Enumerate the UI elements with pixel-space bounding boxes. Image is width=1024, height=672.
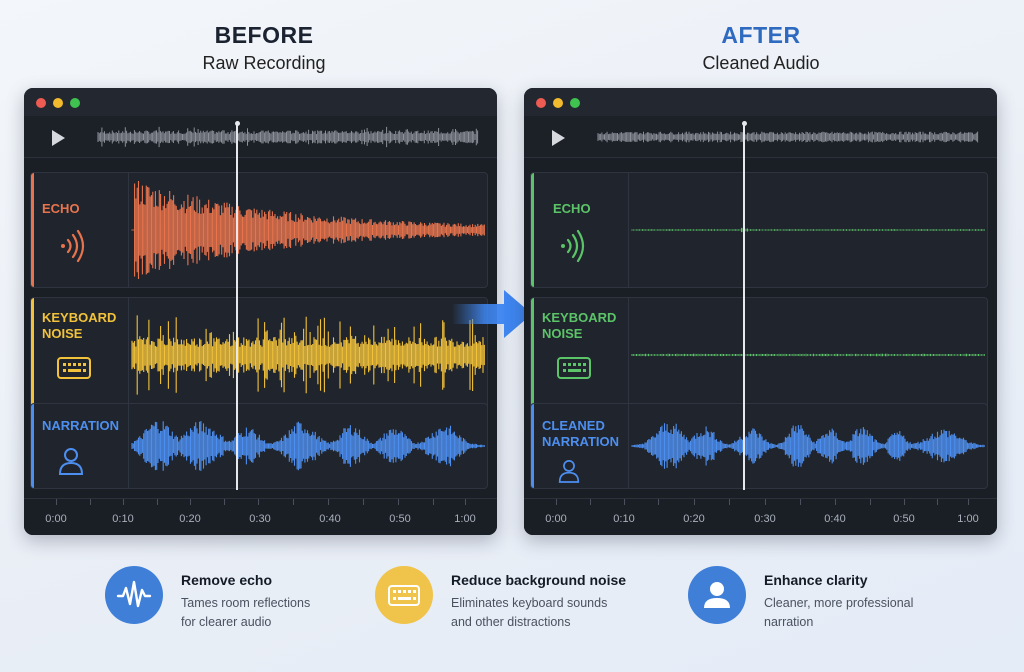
track-label-pane: CLEANED NARRATION bbox=[531, 404, 629, 488]
overview-waveform[interactable] bbox=[596, 122, 980, 152]
overview-waveform[interactable] bbox=[96, 122, 480, 152]
track-cleaned-narration[interactable]: CLEANED NARRATION bbox=[530, 403, 988, 489]
after-subheading: Cleaned Audio bbox=[702, 53, 820, 73]
close-window-button[interactable] bbox=[36, 98, 46, 108]
time-label: 0:20 bbox=[683, 513, 705, 525]
feature-description: Eliminates keyboard sounds and other dis… bbox=[451, 596, 608, 629]
track-accent-bar bbox=[531, 298, 534, 412]
track-label-pane: KEYBOARD NOISE bbox=[531, 298, 629, 412]
track-label: KEYBOARD NOISE bbox=[542, 310, 617, 341]
sound-waves-icon bbox=[561, 229, 585, 263]
feature-icon-circle bbox=[105, 566, 163, 624]
track-label-pane: ECHO bbox=[31, 173, 129, 287]
narration-waveform[interactable] bbox=[130, 404, 487, 488]
before-heading: BEFORE bbox=[214, 22, 314, 48]
after-heading-block: AFTER Cleaned Audio bbox=[525, 22, 997, 74]
track-label: NARRATION bbox=[42, 418, 120, 433]
person-icon bbox=[558, 460, 580, 483]
minimize-window-button[interactable] bbox=[553, 98, 563, 108]
transport-bar bbox=[24, 116, 497, 158]
track-narration[interactable]: NARRATION bbox=[30, 403, 488, 489]
sound-waves-icon bbox=[61, 229, 85, 263]
before-heading-block: BEFORE Raw Recording bbox=[28, 22, 500, 74]
feature-title: Enhance clarity bbox=[764, 572, 868, 588]
playhead-handle[interactable] bbox=[235, 121, 240, 126]
minimize-window-button[interactable] bbox=[53, 98, 63, 108]
feature-icon-circle bbox=[688, 566, 746, 624]
playhead-handle[interactable] bbox=[742, 121, 747, 126]
playhead[interactable] bbox=[743, 124, 745, 490]
track-label-pane: ECHO bbox=[531, 173, 629, 287]
keyboard-icon bbox=[557, 357, 591, 379]
timeline-ruler[interactable]: 0:00 0:10 0:20 0:30 0:40 0:50 1:00 bbox=[524, 498, 997, 535]
keyboard-noise-cleaned-waveform[interactable] bbox=[630, 298, 987, 412]
track-accent-bar bbox=[31, 404, 34, 488]
time-label: 0:00 bbox=[45, 513, 67, 525]
time-label: 0:50 bbox=[893, 513, 915, 525]
before-to-after-arrow-icon bbox=[452, 290, 532, 338]
track-echo-cleaned[interactable]: ECHO bbox=[530, 172, 988, 288]
track-label-pane: KEYBOARD NOISE bbox=[31, 298, 129, 412]
maximize-window-button[interactable] bbox=[70, 98, 80, 108]
time-label: 1:00 bbox=[957, 513, 979, 525]
track-keyboard-noise-cleaned[interactable]: KEYBOARD NOISE bbox=[530, 297, 988, 413]
play-button[interactable] bbox=[52, 130, 65, 146]
track-label-pane: NARRATION bbox=[31, 404, 129, 488]
feature-title: Remove echo bbox=[181, 572, 273, 588]
track-accent-bar bbox=[31, 173, 34, 287]
keyboard-icon bbox=[57, 357, 91, 379]
window-titlebar bbox=[524, 88, 997, 116]
window-titlebar bbox=[24, 88, 497, 116]
track-echo[interactable]: ECHO bbox=[30, 172, 488, 288]
time-label: 0:50 bbox=[389, 513, 411, 525]
feature-title: Reduce background noise bbox=[451, 572, 627, 588]
user-icon bbox=[704, 582, 730, 608]
time-label: 0:20 bbox=[179, 513, 201, 525]
track-keyboard-noise[interactable]: KEYBOARD NOISE bbox=[30, 297, 488, 413]
track-accent-bar bbox=[531, 404, 534, 488]
time-label: 0:10 bbox=[112, 513, 134, 525]
feature-description: Tames room reflections for clearer audio bbox=[181, 596, 311, 629]
after-editor-window: ECHO KEYBOARD NOISE bbox=[524, 88, 997, 535]
track-label: KEYBOARD NOISE bbox=[42, 310, 117, 341]
time-label: 0:10 bbox=[613, 513, 635, 525]
cleaned-narration-waveform[interactable] bbox=[630, 404, 987, 488]
time-label: 0:40 bbox=[319, 513, 341, 525]
track-label: ECHO bbox=[42, 201, 80, 216]
time-label: 1:00 bbox=[454, 513, 476, 525]
after-heading: AFTER bbox=[721, 22, 801, 48]
playhead[interactable] bbox=[236, 124, 238, 490]
transport-bar bbox=[524, 116, 997, 158]
before-subheading: Raw Recording bbox=[202, 53, 326, 73]
before-editor-window: ECHO KEYBOARD NOISE bbox=[24, 88, 497, 535]
echo-cleaned-waveform[interactable] bbox=[630, 173, 987, 287]
play-button[interactable] bbox=[552, 130, 565, 146]
track-accent-bar bbox=[31, 298, 34, 412]
keyboard-icon bbox=[388, 585, 420, 606]
echo-waveform[interactable] bbox=[130, 173, 487, 287]
time-label: 0:40 bbox=[824, 513, 846, 525]
time-label: 0:30 bbox=[754, 513, 776, 525]
track-label: CLEANED NARRATION bbox=[542, 418, 620, 449]
track-accent-bar bbox=[531, 173, 534, 287]
feature-description: Cleaner, more professional narration bbox=[764, 596, 914, 629]
timeline-ruler[interactable]: 0:00 0:10 0:20 0:30 0:40 0:50 1:00 bbox=[24, 498, 497, 535]
waveform-icon bbox=[116, 580, 152, 608]
person-icon bbox=[58, 448, 84, 475]
maximize-window-button[interactable] bbox=[570, 98, 580, 108]
track-label: ECHO bbox=[553, 201, 591, 216]
time-label: 0:30 bbox=[249, 513, 271, 525]
feature-icon-circle bbox=[375, 566, 433, 624]
close-window-button[interactable] bbox=[536, 98, 546, 108]
keyboard-noise-waveform[interactable] bbox=[130, 298, 487, 412]
time-label: 0:00 bbox=[545, 513, 567, 525]
